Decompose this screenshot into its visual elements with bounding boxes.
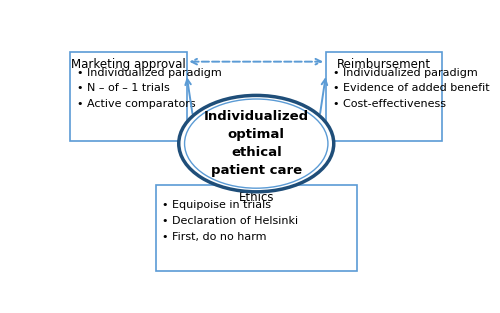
Text: • Individualized paradigm: • Individualized paradigm	[77, 68, 222, 78]
FancyBboxPatch shape	[70, 52, 186, 141]
Text: Individualized
optimal
ethical
patient care: Individualized optimal ethical patient c…	[204, 110, 309, 177]
Text: • Declaration of Helsinki: • Declaration of Helsinki	[162, 216, 298, 226]
Text: • Evidence of added benefit: • Evidence of added benefit	[333, 83, 490, 93]
FancyBboxPatch shape	[156, 185, 357, 271]
Text: • Individualized paradigm: • Individualized paradigm	[333, 68, 478, 78]
Text: Marketing approval: Marketing approval	[71, 58, 186, 71]
Circle shape	[184, 99, 328, 188]
Text: • N – of – 1 trials: • N – of – 1 trials	[77, 83, 170, 93]
Text: • Cost-effectiveness: • Cost-effectiveness	[333, 99, 446, 109]
FancyBboxPatch shape	[326, 52, 442, 141]
Text: Ethics: Ethics	[238, 191, 274, 203]
Text: • First, do no harm: • First, do no harm	[162, 232, 267, 242]
Text: Reimbursement: Reimbursement	[337, 58, 431, 71]
Text: • Equipoise in trials: • Equipoise in trials	[162, 200, 272, 210]
Circle shape	[179, 95, 334, 192]
Text: • Active comparators: • Active comparators	[77, 99, 196, 109]
